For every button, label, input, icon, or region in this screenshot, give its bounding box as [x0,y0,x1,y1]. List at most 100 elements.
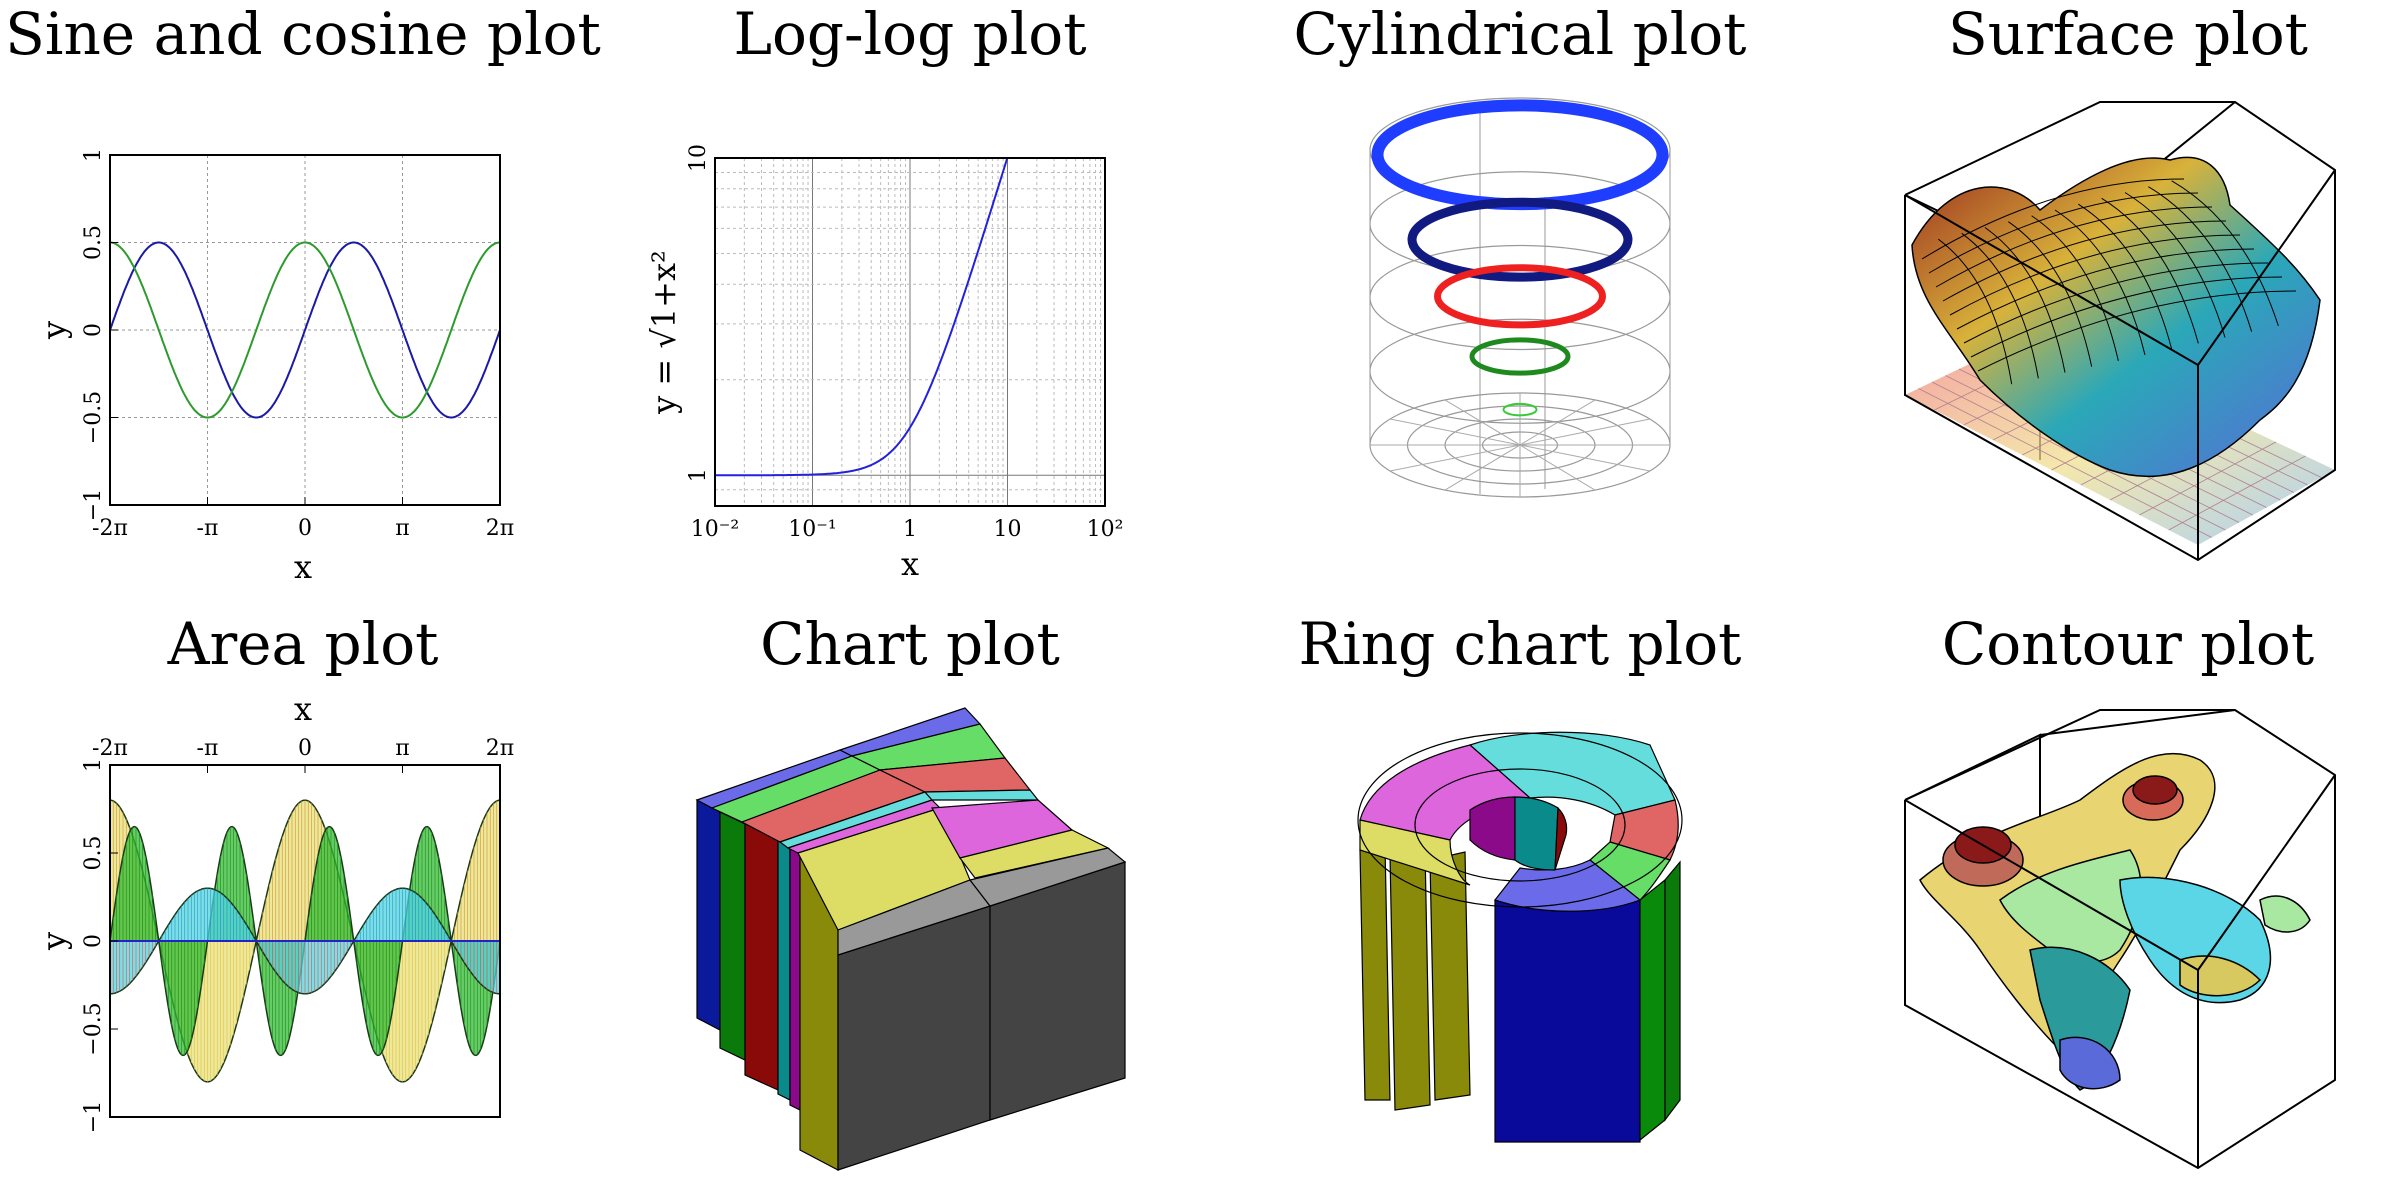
surface-mesh-line [1984,227,2066,373]
sine-ytick-label: 0 [81,323,106,337]
block-chart [695,707,1127,1171]
ring-chart [1357,731,1683,1143]
sine-xtick-label: 0 [298,516,312,541]
ring-top-yellow [1359,819,1471,886]
loglog-xtick-label: 10 [994,517,1022,542]
surface-box-front [1904,101,2336,562]
surface-mesh-line [2008,221,2093,367]
area-xtick-label: 0 [298,736,312,761]
sine-xlabel: x [294,548,312,586]
surface-mesh-line [1935,206,2213,288]
loglog-frame [714,157,1106,507]
surface-mesh-line [1961,232,2039,379]
area-ytick-label: 1 [81,758,106,772]
sine-ylabel: y [35,321,73,340]
area-xtick-label: -π [197,736,219,761]
panel-title-area: Area plot [167,610,439,678]
ring-wall-blue [1494,899,1641,1143]
sine-tick-group: -2π -π 0 π 2π −1 −0.5 0 0.5 1 [81,148,514,541]
ring-wall-yellow-b [1389,849,1431,1111]
area-ytick-label: −1 [81,1101,106,1133]
surface-mesh-line [2124,192,2226,338]
panel-title-surface: Surface plot [1948,0,2308,68]
loglog-series-group [715,158,1009,477]
surface-mesh-line [1956,248,2255,330]
surface-mesh-line [1963,262,2269,344]
loglog-xtick-label: 1 [903,517,917,542]
surface-floor-line [2168,455,2306,531]
sine-series-line-1 [110,241,500,419]
ring-inner-teal [1514,796,1559,871]
block-top-grey-right [968,847,1127,907]
cylindrical-chart [1369,97,1671,498]
surface-mesh-line [1977,290,2297,372]
sine-series-line-0 [110,241,500,419]
loglog-grid [714,157,1105,507]
cylinder-ring-1 [1407,197,1633,282]
contour-peak-red-right-top [2132,775,2178,805]
panel-title-contour: Contour plot [1942,610,2314,678]
area-fills [110,799,500,1083]
block-side-magenta [789,845,801,1111]
area-xtick-label: π [395,736,409,761]
block-side-red [744,823,779,1091]
cylinder-base-spoke [1389,418,1651,472]
surface-floor-line [2139,441,2277,516]
surface-mesh-line [1942,220,2227,302]
contour-band-lightgreen [1999,849,2142,963]
surface-mesh-lines [1921,178,2297,385]
loglog-ylabel: y = √1+x² [645,250,683,415]
sine-xtick-label: 2π [486,516,514,541]
surface-mesh-line [2148,186,2253,332]
cylinder-ring-2 [1434,264,1606,329]
area-ylabel: y [35,932,73,951]
sine-ytick-label: −1 [81,489,106,521]
cylinder-ring-0 [1371,99,1669,211]
surface-mesh-line [2171,180,2279,326]
block-side-blue [696,799,721,1031]
sine-series-group [110,241,500,419]
cylinder-ring-4 [1502,402,1538,417]
panel-title-chart: Chart plot [760,610,1060,678]
ring-wall-green-dark [1664,860,1681,1122]
sine-ytick-label: 1 [81,148,106,162]
ring-wall-green [1639,878,1666,1142]
loglog-xtick-label: 10² [1087,517,1124,542]
panel-title-sine: Sine and cosine plot [5,0,601,68]
loglog-series-line [715,158,1009,477]
sine-cosine-chart: -2π -π 0 π 2π −1 −0.5 0 0.5 1 x y [35,148,514,586]
area-xtick-label: -2π [92,736,128,761]
area-ytick-label: −0.5 [81,1002,106,1055]
cylinder-wireframe [1369,97,1671,498]
loglog-chart: 10⁻² 10⁻¹ 1 10 10² 1 10 x y = √1+x² [645,144,1123,583]
loglog-ytick-label: 1 [686,468,711,482]
block-front-right [989,861,1126,1121]
surface-chart [1904,101,2336,562]
surface-mesh-line [1949,234,2241,316]
block-side-green [719,811,746,1061]
panel-title-loglog: Log-log plot [733,0,1086,68]
sine-xtick-label: -2π [92,516,128,541]
ring-middle-edge [1414,768,1626,882]
surface-mesh-line [2031,215,2119,361]
loglog-tick-group: 10⁻² 10⁻¹ 1 10 10² 1 10 [686,144,1123,542]
panel-title-ring: Ring chart plot [1299,610,1742,678]
panel-title-cylindrical: Cylindrical plot [1294,0,1747,68]
area-ytick-label: 0.5 [81,836,106,871]
surface-mesh-line [1970,276,2283,358]
surface-mesh-line [1928,192,2199,274]
sine-ytick-label: 0.5 [81,225,106,260]
contour-band-blue [2059,1036,2121,1090]
area-xlabel: x [294,690,312,728]
sine-xtick-label: -π [197,516,219,541]
cylinder-ring-3 [1469,337,1571,376]
surface-mesh-line [1921,178,2185,260]
sine-xtick-label: π [395,516,409,541]
contour-band-green-right [2259,895,2311,933]
ring-wall-yellow-c [1429,851,1471,1101]
loglog-xlabel: x [901,545,919,583]
area-ytick-label: 0 [81,934,106,948]
ring-inner-darkred [1554,806,1568,871]
loglog-xtick-label: 10⁻² [691,517,739,542]
